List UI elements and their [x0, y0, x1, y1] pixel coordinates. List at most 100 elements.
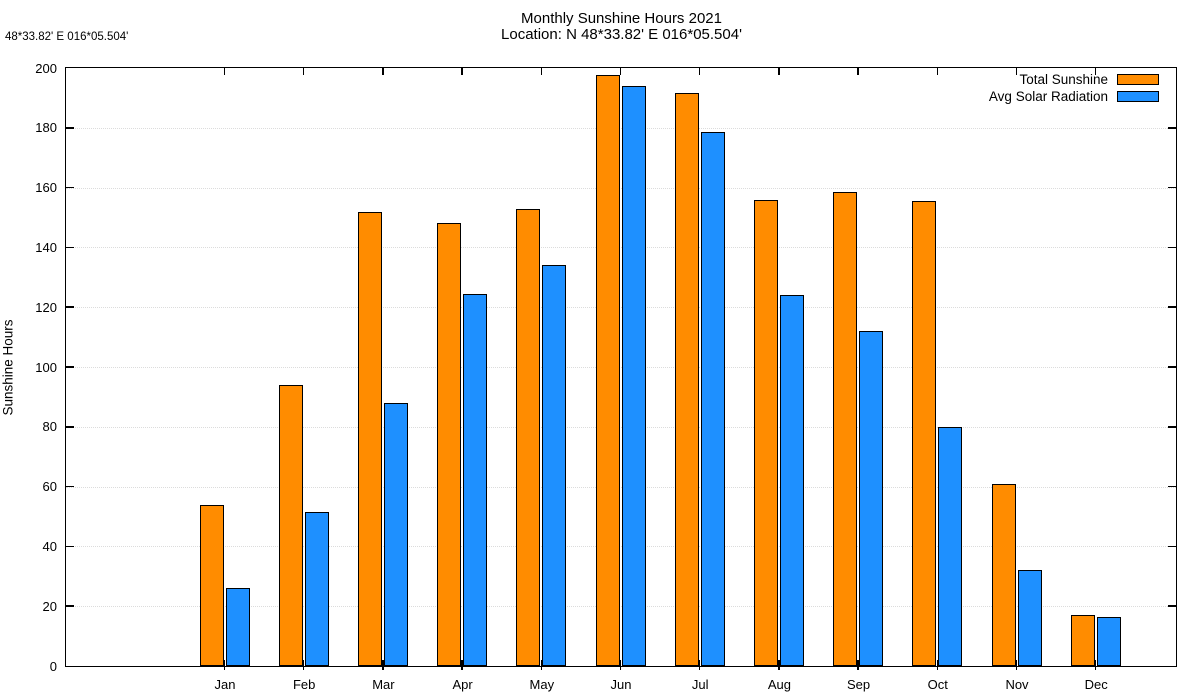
- y-tick-label-100: 100: [35, 359, 57, 375]
- bar-avg-solar-radiation-sep: [859, 331, 884, 666]
- y-tick-label-180: 180: [35, 120, 57, 136]
- y-tick-right: [1168, 186, 1176, 189]
- x-tick-label-aug: Aug: [767, 677, 791, 692]
- x-tick-top-jun: [619, 68, 622, 75]
- bar-avg-solar-radiation-dec: [1096, 616, 1121, 666]
- chart-title: Monthly Sunshine Hours 2021: [521, 10, 722, 27]
- bar-avg-solar-radiation-jul: [700, 132, 725, 666]
- y-tick-label-120: 120: [35, 299, 57, 315]
- x-tick-bottom-jul: [698, 660, 701, 670]
- x-tick-top-aug: [778, 68, 780, 75]
- y-tick-left: [66, 246, 74, 249]
- x-tick-bottom-jan: [223, 660, 226, 670]
- bar-total-sunshine-dec: [1070, 615, 1095, 666]
- gridline-y-80: [66, 426, 1176, 428]
- chart-subtitle: Location: N 48*33.82' E 016*05.504': [501, 26, 742, 43]
- bar-avg-solar-radiation-oct: [938, 426, 963, 666]
- x-tick-top-sep: [857, 68, 859, 75]
- x-tick-label-feb: Feb: [292, 677, 316, 692]
- x-tick-top-nov: [1015, 68, 1018, 75]
- y-tick-right: [1168, 246, 1176, 249]
- bar-total-sunshine-jul: [674, 93, 699, 666]
- x-tick-bottom-jun: [619, 660, 622, 670]
- bar-avg-solar-radiation-aug: [779, 295, 804, 666]
- x-tick-top-jul: [698, 68, 701, 75]
- legend-label: Total Sunshine: [1019, 72, 1108, 87]
- y-tick-label-0: 0: [49, 658, 57, 674]
- bar-total-sunshine-aug: [753, 199, 778, 666]
- y-tick-left: [66, 426, 74, 428]
- x-tick-top-oct: [936, 68, 939, 75]
- x-tick-label-dec: Dec: [1084, 677, 1108, 692]
- bar-avg-solar-radiation-jan: [225, 588, 250, 666]
- bar-avg-solar-radiation-nov: [1017, 570, 1042, 666]
- y-tick-label-200: 200: [35, 60, 57, 76]
- x-tick-bottom-apr: [461, 660, 463, 670]
- bar-total-sunshine-nov: [991, 483, 1016, 666]
- y-tick-right: [1168, 605, 1176, 607]
- plot-area: Total Sunshine Avg Solar Radiation: [65, 67, 1177, 670]
- y-tick-label-80: 80: [42, 419, 57, 435]
- x-tick-label-may: May: [529, 677, 555, 692]
- legend-entry-total-sunshine: Total Sunshine: [989, 71, 1159, 88]
- y-tick-label-20: 20: [42, 598, 57, 614]
- bar-avg-solar-radiation-jun: [621, 85, 646, 666]
- x-tick-bottom-dec: [1094, 660, 1097, 670]
- bar-total-sunshine-feb: [278, 384, 303, 666]
- bar-total-sunshine-sep: [833, 192, 858, 666]
- y-tick-left: [66, 605, 74, 607]
- x-tick-label-jan: Jan: [214, 677, 236, 692]
- legend-swatch-blue: [1117, 91, 1159, 102]
- x-tick-label-sep: Sep: [847, 677, 871, 692]
- bar-avg-solar-radiation-feb: [304, 512, 329, 666]
- y-tick-label-140: 140: [35, 239, 57, 255]
- bar-total-sunshine-jun: [595, 75, 620, 666]
- gridline-y-160: [66, 187, 1176, 189]
- y-tick-left: [66, 306, 74, 308]
- x-tick-top-apr: [461, 68, 463, 75]
- x-tick-top-dec: [1094, 68, 1097, 75]
- legend-label: Avg Solar Radiation: [988, 89, 1108, 104]
- y-tick-left: [66, 186, 74, 189]
- bar-total-sunshine-may: [516, 208, 541, 666]
- x-tick-bottom-feb: [302, 660, 305, 670]
- y-tick-label-40: 40: [42, 538, 57, 554]
- x-tick-label-jul: Jul: [691, 677, 709, 692]
- y-tick-left: [66, 545, 74, 548]
- x-tick-bottom-mar: [382, 660, 384, 670]
- x-tick-top-jan: [223, 68, 226, 75]
- gridline-y-40: [66, 546, 1176, 548]
- y-tick-right: [1168, 545, 1176, 548]
- y-tick-right: [1168, 127, 1176, 129]
- bar-avg-solar-radiation-may: [542, 265, 567, 666]
- y-tick-left: [66, 485, 74, 488]
- y-tick-left: [66, 366, 74, 368]
- y-tick-left: [66, 127, 74, 129]
- legend: Total Sunshine Avg Solar Radiation: [989, 71, 1159, 105]
- x-tick-top-mar: [382, 68, 384, 75]
- x-tick-label-oct: Oct: [927, 677, 948, 692]
- y-tick-label-160: 160: [35, 180, 57, 196]
- x-tick-top-may: [540, 68, 543, 75]
- gridline-y-120: [66, 307, 1176, 309]
- y-tick-right: [1168, 426, 1176, 428]
- y-tick-right: [1168, 366, 1176, 368]
- gridline-y-100: [66, 367, 1176, 368]
- bar-total-sunshine-apr: [437, 223, 462, 666]
- x-tick-bottom-sep: [857, 660, 859, 670]
- y-tick-label-60: 60: [42, 479, 57, 495]
- x-tick-label-apr: Apr: [452, 677, 473, 692]
- bar-avg-solar-radiation-mar: [383, 402, 408, 666]
- x-tick-label-mar: Mar: [372, 677, 395, 692]
- x-tick-bottom-nov: [1015, 660, 1018, 670]
- corner-coordinates-annotation: 48*33.82' E 016*05.504': [5, 31, 129, 43]
- bar-total-sunshine-jan: [199, 504, 224, 666]
- x-tick-label-jun: Jun: [610, 677, 632, 692]
- bar-total-sunshine-oct: [912, 201, 937, 666]
- x-tick-bottom-aug: [778, 660, 780, 670]
- gridline-y-20: [66, 606, 1176, 608]
- y-tick-right: [1168, 306, 1176, 308]
- chart-title-block: Monthly Sunshine Hours 2021 Location: N …: [65, 11, 1178, 43]
- legend-entry-avg-solar-radiation: Avg Solar Radiation: [989, 88, 1159, 105]
